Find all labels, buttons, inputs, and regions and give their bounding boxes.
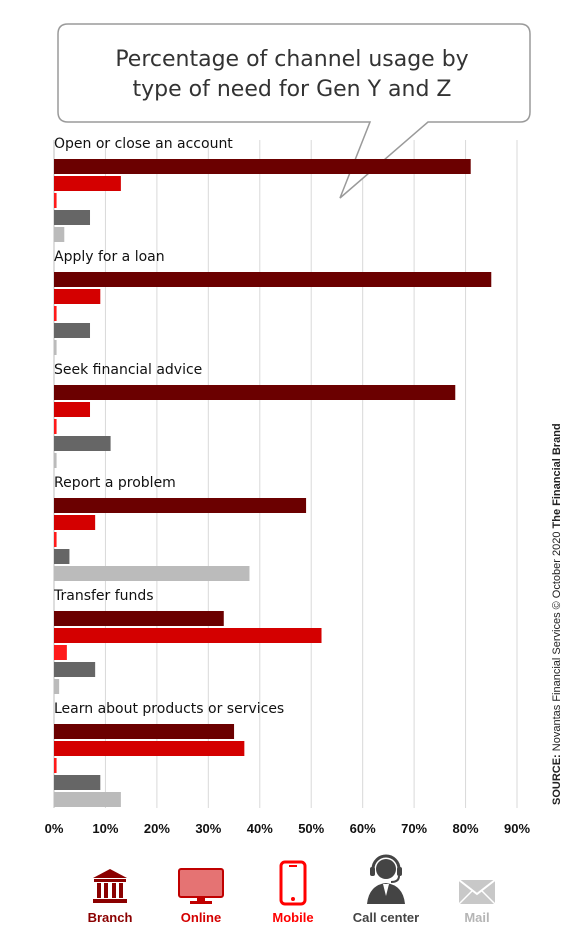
bar-branch [54,724,235,739]
bar-mobile [54,419,57,434]
bank-icon [93,869,127,903]
bar-mobile [54,193,57,208]
headset-agent-icon [367,854,405,904]
envelope-icon [458,879,496,905]
chart-title-line-1: Percentage of channel usage by [115,47,468,72]
title-bubble: Percentage of channel usage by type of n… [57,23,531,199]
bar-branch [54,385,456,400]
bars [54,159,492,807]
legend-label-mobile: Mobile [272,910,314,925]
x-tick-label: 40% [247,821,273,836]
category-label: Apply for a loan [54,249,165,265]
bar-mail [54,340,57,355]
x-tick-label: 60% [350,821,376,836]
x-tick-label: 90% [504,821,530,836]
bar-call-center [54,775,101,790]
bar-call-center [54,323,91,338]
bar-mail [54,453,57,468]
category-label: Seek financial advice [54,362,202,378]
bar-call-center [54,436,111,451]
legend-item-mail: Mail [432,848,522,925]
category-label: Learn about products or services [54,701,284,717]
legend-item-call-center: Call center [341,848,431,925]
bar-call-center [54,662,96,677]
legend-label-call-center: Call center [352,910,420,925]
x-tick-label: 80% [453,821,479,836]
bar-online [54,402,91,417]
bar-mobile [54,758,57,773]
x-tick-label: 20% [144,821,170,836]
bar-online [54,289,101,304]
x-axis-ticks: 0% 10% 20% 30% 40% 50% 60% 70% 80% 90% [45,821,531,836]
bar-mail [54,792,121,807]
source-brand: The Financial Brand [551,423,563,529]
x-tick-label: 0% [45,821,64,836]
category-labels: Open or close an account Apply for a loan… [53,136,284,717]
bar-mail [54,566,250,581]
bar-mail [54,679,60,694]
legend-item-mobile: Mobile [248,848,338,925]
chart-title-line-2: type of need for Gen Y and Z [133,77,452,102]
bar-online [54,741,245,756]
bar-call-center [54,549,70,564]
legend-item-branch: Branch [65,848,155,925]
bar-branch [54,611,224,626]
x-tick-label: 10% [92,821,118,836]
category-label: Open or close an account [54,136,233,152]
source-prefix: SOURCE: [551,754,563,805]
source-text: Novantas Financial Services © October 20… [551,531,563,752]
legend-label-mail: Mail [464,910,490,925]
bar-online [54,628,322,643]
x-tick-label: 70% [401,821,427,836]
legend-label-branch: Branch [87,910,133,925]
smartphone-icon [279,860,307,906]
grid-lines [53,140,518,808]
bar-mobile [54,645,67,660]
legend-item-online: Online [156,848,246,925]
monitor-icon [178,868,224,904]
x-tick-label: 30% [195,821,221,836]
legend: Branch Online Mobile [60,848,520,938]
bar-mail [54,227,65,242]
x-tick-label: 50% [298,821,324,836]
bar-mobile [54,306,57,321]
bar-branch [54,272,492,287]
bar-online [54,176,121,191]
category-label: Report a problem [54,475,176,491]
bar-branch [54,159,471,174]
bar-online [54,515,96,530]
bar-chart: Percentage of channel usage by type of n… [45,23,531,836]
source-credit: SOURCE: Novantas Financial Services © Oc… [551,365,563,805]
bar-mobile [54,532,57,547]
bar-branch [54,498,307,513]
category-label: Transfer funds [53,588,154,604]
bar-call-center [54,210,91,225]
legend-label-online: Online [180,910,222,925]
